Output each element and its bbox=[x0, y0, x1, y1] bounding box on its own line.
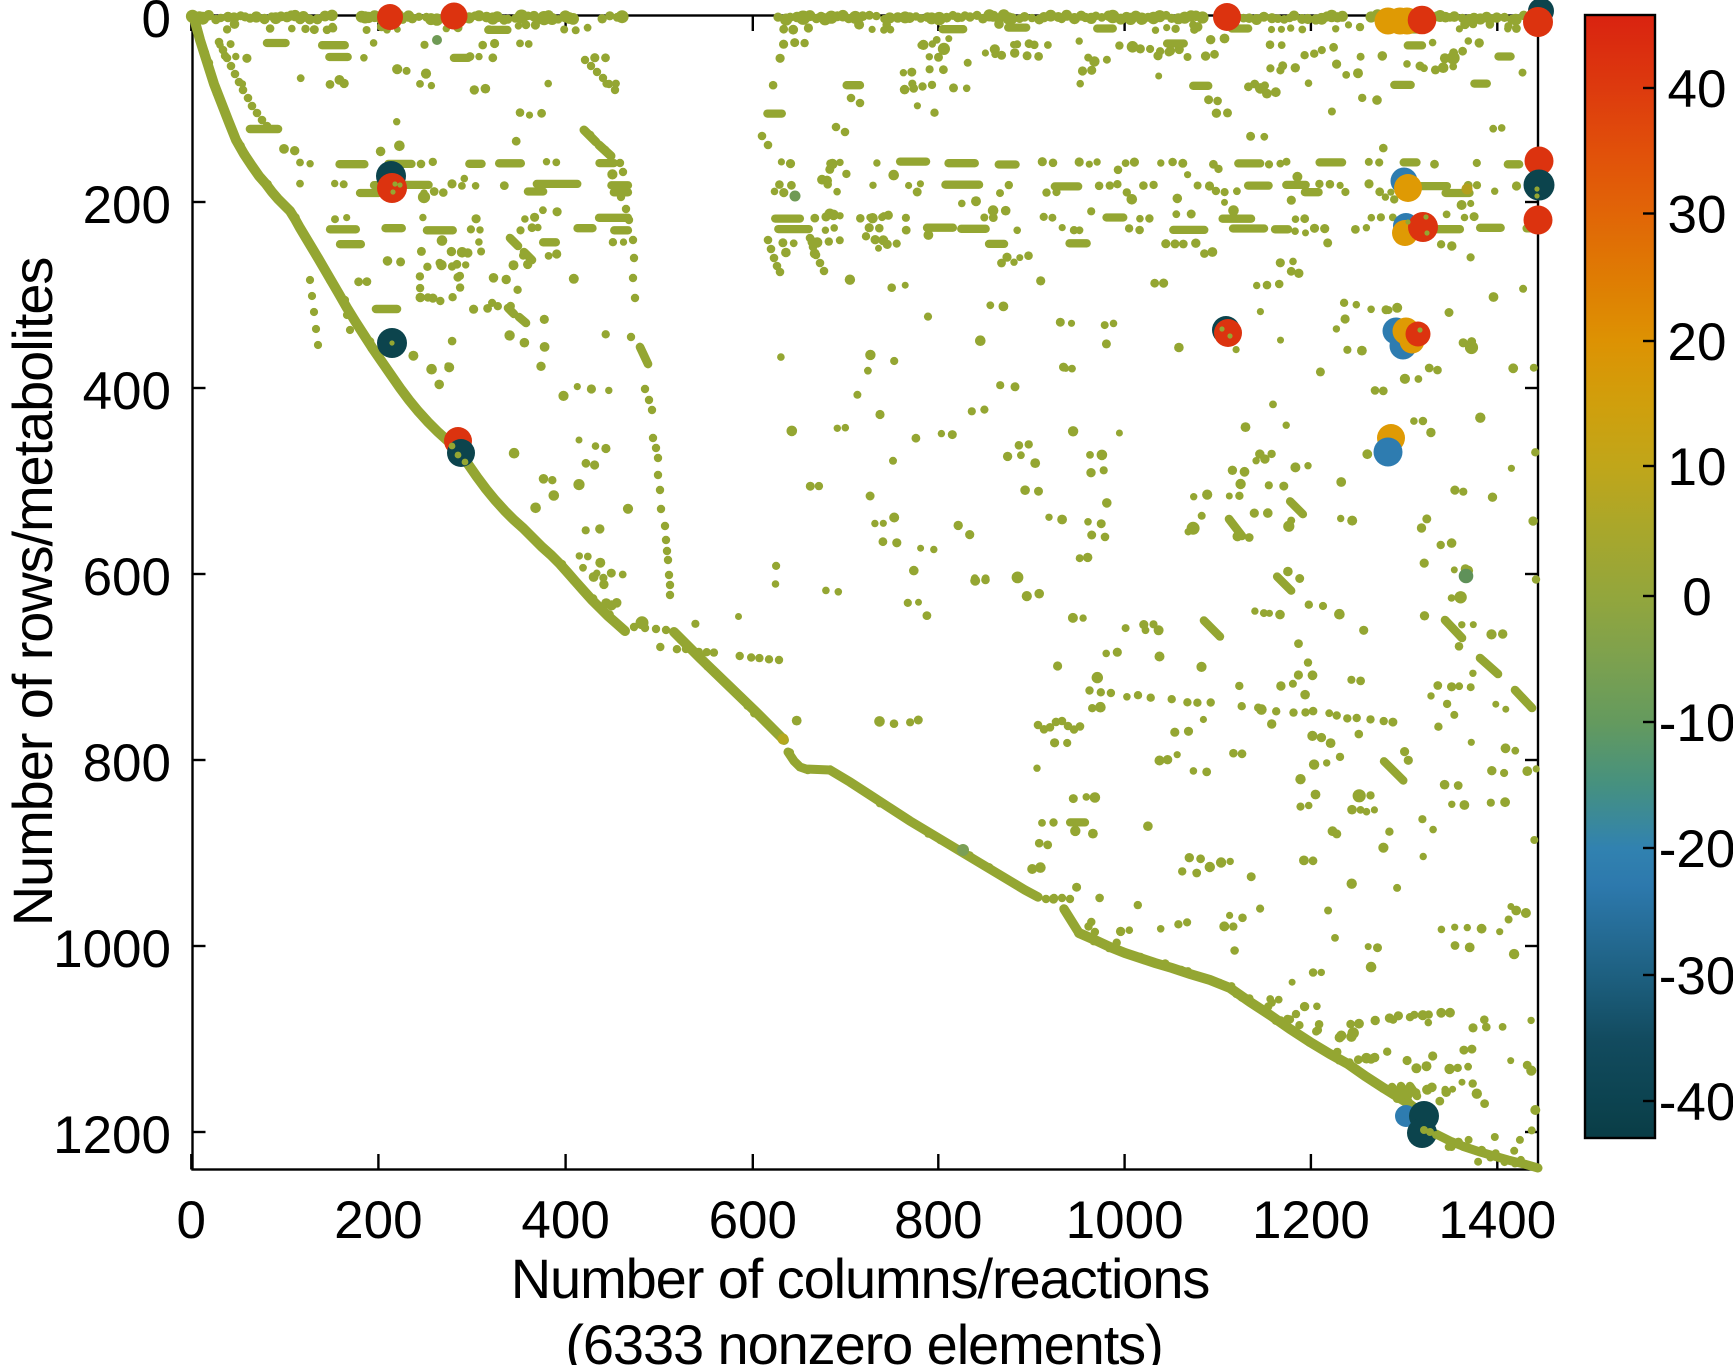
svg-text:1200: 1200 bbox=[53, 1106, 171, 1165]
svg-text:1000: 1000 bbox=[53, 920, 171, 979]
svg-text:-30: -30 bbox=[1659, 947, 1733, 1006]
svg-text:10: 10 bbox=[1668, 438, 1727, 497]
svg-text:-40: -40 bbox=[1659, 1073, 1733, 1132]
svg-text:Number of rows/metabolites: Number of rows/metabolites bbox=[1, 258, 64, 927]
svg-text:400: 400 bbox=[83, 362, 171, 421]
svg-text:200: 200 bbox=[334, 1191, 422, 1250]
svg-text:600: 600 bbox=[709, 1191, 797, 1250]
svg-text:30: 30 bbox=[1668, 186, 1727, 245]
svg-text:1400: 1400 bbox=[1438, 1191, 1556, 1250]
svg-text:Number of columns/reactions: Number of columns/reactions bbox=[511, 1247, 1210, 1310]
svg-text:600: 600 bbox=[83, 548, 171, 607]
svg-text:20: 20 bbox=[1668, 313, 1727, 372]
svg-text:800: 800 bbox=[894, 1191, 982, 1250]
svg-text:400: 400 bbox=[521, 1191, 609, 1250]
svg-text:(6333 nonzero elements): (6333 nonzero elements) bbox=[565, 1313, 1162, 1365]
svg-text:200: 200 bbox=[83, 176, 171, 235]
svg-text:-10: -10 bbox=[1659, 694, 1733, 753]
svg-text:1000: 1000 bbox=[1066, 1191, 1184, 1250]
svg-text:0: 0 bbox=[177, 1191, 206, 1250]
svg-text:0: 0 bbox=[142, 0, 171, 49]
svg-text:0: 0 bbox=[1682, 568, 1711, 627]
svg-text:40: 40 bbox=[1668, 60, 1727, 119]
svg-text:800: 800 bbox=[83, 734, 171, 793]
svg-text:-20: -20 bbox=[1659, 820, 1733, 879]
svg-text:1200: 1200 bbox=[1252, 1191, 1370, 1250]
